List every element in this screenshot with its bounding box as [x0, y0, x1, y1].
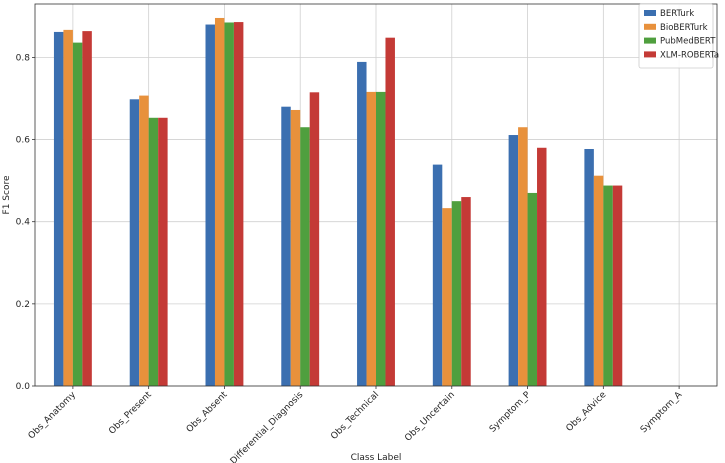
bar — [451, 201, 462, 386]
legend-swatch — [644, 23, 656, 30]
y-tick-label: 0.0 — [16, 382, 31, 392]
bar — [537, 147, 547, 386]
bar — [442, 208, 452, 386]
x-axis-label: Class Label — [351, 453, 402, 463]
bar — [158, 117, 168, 386]
legend-swatch — [644, 51, 656, 58]
y-tick-label: 0.8 — [16, 53, 31, 63]
bar — [518, 127, 528, 387]
y-tick-label: 0.2 — [16, 300, 30, 310]
bar — [72, 42, 83, 387]
bar — [357, 61, 367, 386]
bar — [508, 135, 519, 386]
legend-box — [638, 3, 714, 69]
y-axis-ticks: 0.0 0.2 0.4 0.6 0.8 — [16, 53, 35, 392]
bar — [385, 37, 395, 386]
y-tick-label: 0.6 — [16, 136, 31, 146]
bar — [527, 192, 538, 386]
bar — [139, 95, 149, 387]
bar — [129, 99, 140, 387]
bar — [281, 106, 291, 386]
y-axis-label: F1 Score — [2, 175, 12, 214]
bar — [233, 22, 244, 386]
bar — [82, 31, 92, 386]
legend-label: PubMedBERT — [660, 37, 716, 47]
bar — [300, 127, 310, 387]
bar — [148, 117, 159, 386]
bar — [224, 22, 234, 386]
bar — [593, 175, 604, 386]
bar — [603, 185, 613, 386]
bar — [205, 24, 215, 387]
y-tick-label: 0.4 — [16, 218, 31, 228]
bar — [376, 91, 386, 387]
bar — [309, 92, 320, 386]
legend-label: BioBERTurk — [660, 23, 708, 33]
bar — [461, 197, 471, 386]
bar — [584, 148, 594, 386]
legend-label: BERTurk — [660, 9, 694, 19]
bar — [214, 17, 225, 387]
bar — [290, 109, 301, 387]
legend-swatch — [644, 10, 656, 16]
bar — [612, 185, 623, 386]
bars — [53, 17, 623, 387]
bar — [366, 91, 376, 387]
bar — [53, 31, 64, 386]
bar — [63, 29, 73, 387]
legend: BERTurk BioBERTurk PubMedBERT XLM-ROBERTa — [638, 3, 719, 69]
bar — [432, 164, 443, 386]
legend-label: XLM-ROBERTa — [660, 50, 719, 60]
legend-swatch — [644, 37, 656, 44]
